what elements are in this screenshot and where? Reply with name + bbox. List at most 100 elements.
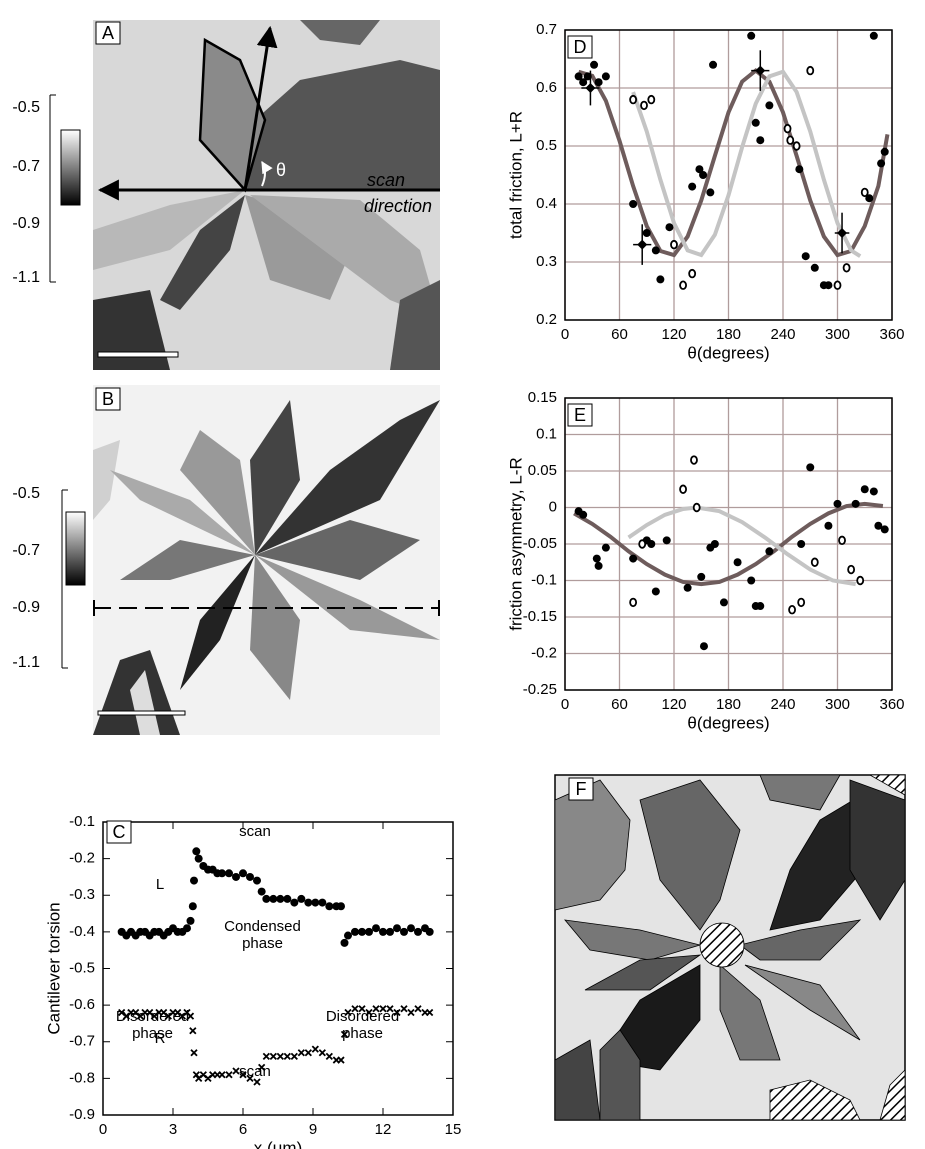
data-point <box>218 869 226 878</box>
plot-frame <box>102 821 454 1116</box>
data-point <box>304 1049 312 1057</box>
y-tick-label: -0.9 <box>69 1106 95 1123</box>
data-point <box>262 1052 270 1061</box>
afm-image-b <box>93 385 440 735</box>
data-point <box>318 1049 326 1057</box>
data-point <box>579 78 588 87</box>
data-point <box>365 927 373 936</box>
data-point <box>837 228 848 238</box>
data-point <box>574 72 583 81</box>
data-point <box>225 1071 233 1079</box>
data-point <box>393 924 401 933</box>
y-tick-label: -0.3 <box>69 886 95 903</box>
data-point <box>407 924 415 933</box>
x-tick-label: 60 <box>611 326 628 343</box>
fit-curve <box>573 501 884 587</box>
x-tick-label: 60 <box>611 696 628 713</box>
data-point <box>833 499 842 508</box>
data-point <box>795 165 804 174</box>
data-point <box>365 1008 373 1017</box>
data-point <box>877 159 886 168</box>
data-point <box>325 902 334 911</box>
data-point <box>797 540 806 548</box>
data-point <box>297 894 306 903</box>
theta-label: θ <box>276 160 286 180</box>
data-point <box>880 147 889 156</box>
data-point <box>638 539 647 549</box>
y-tick-label: 0.3 <box>536 253 557 270</box>
data-point <box>311 1045 319 1053</box>
data-point <box>400 1005 408 1013</box>
data-point <box>810 263 819 272</box>
panel-label-box <box>106 820 132 844</box>
data-point <box>297 1049 305 1057</box>
x-tick-label: 12 <box>375 1121 392 1138</box>
data-point <box>688 182 697 191</box>
data-point <box>283 1052 291 1061</box>
annotation: scan <box>239 1063 271 1080</box>
data-point <box>351 927 359 936</box>
data-point <box>414 1005 422 1013</box>
annotation: R <box>154 1030 166 1047</box>
data-point <box>869 487 878 496</box>
data-point <box>592 554 601 563</box>
annotation: Disordered phase <box>115 1008 190 1042</box>
data-point <box>647 540 656 548</box>
y-tick-label: 0.5 <box>536 137 557 154</box>
data-point <box>304 898 313 907</box>
data-point <box>688 268 697 279</box>
data-point <box>601 72 610 81</box>
y-tick-label: 0.2 <box>536 311 557 328</box>
colorbar-label: -0.7 <box>12 158 40 175</box>
data-point <box>239 1071 247 1079</box>
data-point <box>579 510 588 519</box>
data-point <box>257 887 266 896</box>
fit-curve <box>631 69 862 258</box>
data-point <box>824 521 833 530</box>
x-tick-label: 15 <box>445 1121 462 1138</box>
y-tick-label: -0.4 <box>69 923 95 940</box>
data-point <box>400 927 408 936</box>
data-point <box>253 1078 261 1086</box>
data-point <box>186 916 195 925</box>
data-point <box>414 927 422 936</box>
data-point <box>393 1008 401 1017</box>
data-point <box>372 924 380 933</box>
data-point <box>747 31 756 40</box>
data-point <box>601 543 610 552</box>
data-point <box>755 65 766 76</box>
data-point <box>710 540 719 548</box>
y-tick-label: -0.1 <box>69 813 95 830</box>
annotation: Condensed phase <box>224 918 301 952</box>
data-point <box>190 1049 198 1057</box>
data-point <box>833 280 842 290</box>
y-tick-label: -0.7 <box>69 1033 95 1050</box>
y-tick-label: 0.15 <box>528 389 557 406</box>
x-axis-label: x (μm) <box>254 1138 303 1149</box>
data-point <box>695 165 704 174</box>
data-point <box>856 575 865 586</box>
x-tick-label: 6 <box>239 1121 247 1138</box>
data-point <box>253 876 261 885</box>
data-point <box>824 281 833 290</box>
annotation: Disordered phase <box>325 1008 400 1042</box>
data-point <box>218 1071 226 1079</box>
data-point <box>386 1005 394 1013</box>
colorbar-a <box>49 94 81 283</box>
data-point <box>851 499 860 508</box>
data-point <box>337 1056 345 1064</box>
x-tick-label: 360 <box>879 696 904 713</box>
colorbar-label: -0.9 <box>12 599 40 616</box>
data-point <box>869 31 878 40</box>
panel-label: A <box>102 23 114 43</box>
afm-image-a <box>93 20 440 370</box>
data-point <box>656 275 665 284</box>
x-tick-label: 0 <box>561 326 569 343</box>
panel-label: F <box>576 779 587 799</box>
data-point <box>751 118 760 127</box>
x-tick-label: 120 <box>661 696 686 713</box>
data-point <box>192 847 201 856</box>
data-point <box>792 141 801 151</box>
data-point <box>806 65 815 76</box>
plot-frame <box>564 397 893 691</box>
